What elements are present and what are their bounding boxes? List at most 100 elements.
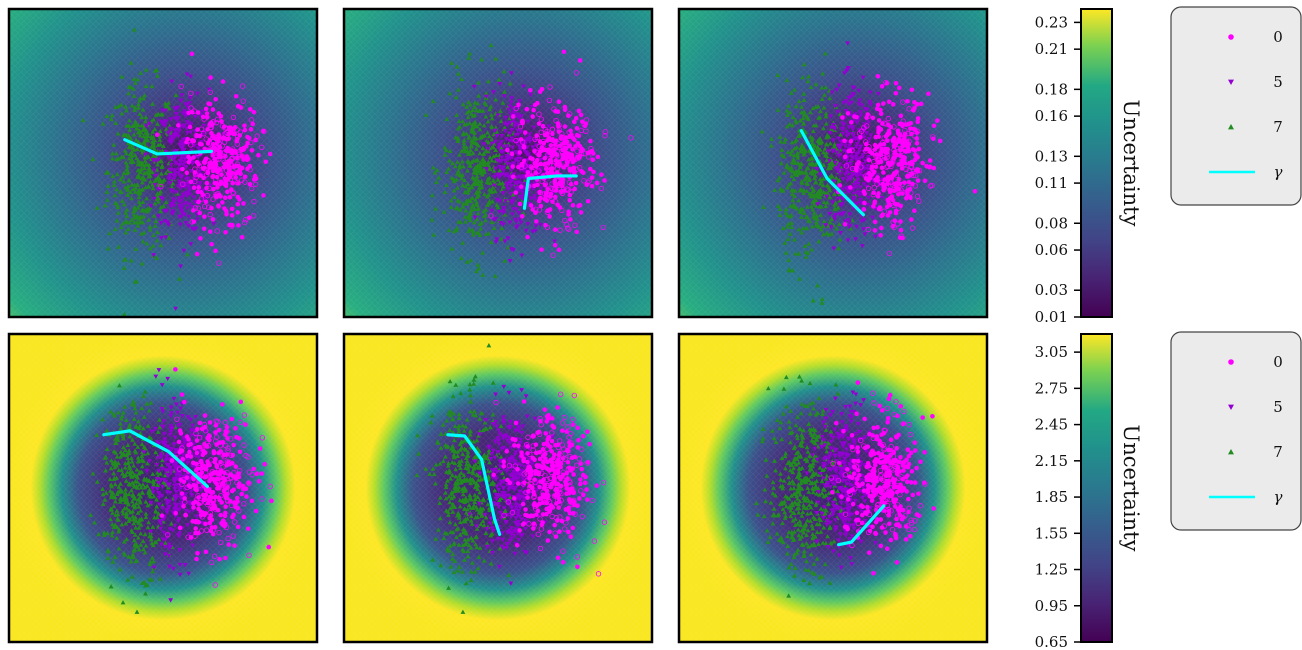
scatter-point (131, 27, 137, 32)
scatter-point (148, 173, 153, 178)
scatter-point (193, 468, 199, 473)
scatter-point (901, 137, 907, 143)
scatter-point (477, 221, 483, 227)
scatter-point (235, 210, 241, 215)
scatter-point (442, 152, 448, 157)
scatter-point (151, 196, 157, 202)
scatter-point (500, 191, 506, 196)
scatter-point (483, 90, 489, 96)
scatter-point (515, 159, 521, 165)
scatter-point (251, 466, 256, 472)
scatter-point (493, 147, 499, 153)
scatter-point (241, 157, 246, 162)
scatter-point (123, 230, 129, 235)
scatter-point (464, 259, 470, 264)
scatter-point (223, 504, 228, 509)
scatter-point (510, 200, 516, 205)
scatter-point (795, 168, 801, 173)
scatter-point (181, 504, 186, 509)
scatter-point (495, 197, 500, 203)
scatter-point (823, 114, 829, 119)
scatter-point (846, 175, 852, 180)
scatter-point (489, 208, 495, 214)
scatter-point (532, 102, 538, 108)
scatter-point (226, 136, 232, 141)
scatter-point (183, 221, 189, 226)
scatter-point (231, 442, 236, 448)
scatter-point (159, 163, 165, 168)
scatter-point (785, 112, 790, 117)
scatter-point (231, 164, 237, 170)
scatter-point (135, 168, 141, 173)
scatter-point (168, 126, 174, 132)
scatter-point (455, 71, 461, 76)
scatter-point (234, 434, 239, 440)
scatter-point (483, 217, 488, 223)
scatter-point (163, 126, 169, 132)
scatter-point (559, 207, 565, 214)
scatter-point (475, 181, 481, 186)
scatter-point (861, 182, 867, 187)
scatter-point (179, 146, 185, 151)
scatter-point (909, 87, 915, 93)
scatter-point (444, 116, 450, 122)
scatter-point (501, 144, 506, 149)
scatter-point (154, 167, 160, 172)
scatter-point (207, 211, 213, 218)
scatter-point (842, 172, 848, 177)
scatter-point (490, 199, 495, 204)
scatter-point (116, 103, 121, 109)
panel-r1-c2 (342, 7, 654, 319)
scatter-point (493, 152, 499, 158)
scatter-point (234, 138, 239, 144)
scatter-point (186, 122, 192, 127)
scatter-point (165, 154, 171, 159)
scatter-point (513, 190, 519, 195)
scatter-point (528, 87, 533, 93)
scatter-point (151, 253, 157, 258)
scatter-point (576, 133, 582, 139)
scatter-point (223, 177, 228, 182)
scatter-point (128, 84, 134, 90)
scatter-point (835, 197, 841, 202)
scatter-point (796, 251, 802, 256)
scatter-point (162, 123, 168, 129)
scatter-point (521, 193, 526, 199)
scatter-point (135, 122, 141, 128)
scatter-point (168, 117, 174, 122)
scatter-point (517, 217, 523, 222)
scatter-point (109, 156, 115, 161)
scatter-point (104, 113, 110, 118)
scatter-point (857, 193, 863, 198)
scatter-point (568, 217, 573, 222)
scatter-point (178, 144, 184, 149)
scatter-point (475, 211, 481, 216)
scatter-point (153, 177, 158, 182)
scatter-point (176, 162, 182, 168)
scatter-point (859, 244, 865, 249)
scatter-point (173, 190, 179, 195)
scatter-point (135, 182, 140, 187)
scatter-point (209, 130, 214, 136)
scatter-point (789, 148, 795, 153)
scatter-point (857, 98, 863, 103)
scatter-point (177, 214, 182, 220)
scatter-point (805, 115, 811, 120)
scatter-point (104, 197, 110, 202)
scatter-point (486, 133, 492, 139)
scatter-point (515, 122, 521, 127)
scatter-point (490, 177, 496, 183)
scatter-point (893, 80, 899, 86)
scatter-point (872, 219, 878, 225)
scatter-point (209, 241, 214, 247)
scatter-point (866, 120, 871, 125)
scatter-point (138, 70, 144, 75)
scatter-point (227, 176, 234, 183)
scatter-point (875, 178, 881, 183)
scatter-point (833, 175, 839, 180)
scatter-point (516, 211, 522, 216)
scatter-point (490, 143, 496, 149)
scatter-point (821, 218, 827, 224)
scatter-point (203, 466, 209, 472)
scatter-point (775, 203, 781, 208)
